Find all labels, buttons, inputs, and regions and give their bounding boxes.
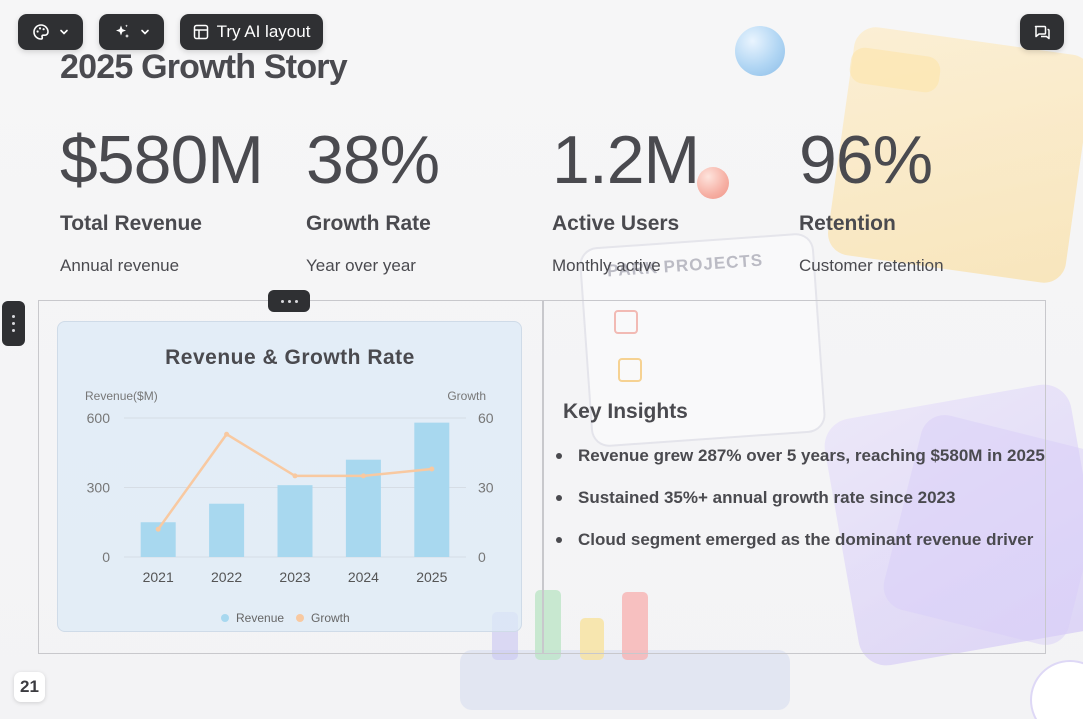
x-tick-label: 2025 <box>416 569 447 585</box>
palette-icon <box>32 24 49 40</box>
list-item: Sustained 35%+ annual growth rate since … <box>555 486 1045 528</box>
stat-subtitle: Year over year <box>306 256 416 275</box>
theme-button[interactable] <box>18 14 83 50</box>
y-tick-label: 0 <box>102 549 110 565</box>
dot-icon <box>12 329 15 332</box>
stat-label: Total Revenue <box>60 212 202 235</box>
legend-label: Revenue <box>236 611 284 625</box>
tray-illustration <box>460 650 790 710</box>
dot-icon <box>287 299 291 303</box>
list-item: Cloud segment emerged as the dominant re… <box>555 528 1045 570</box>
stat-value: 38% <box>306 122 440 198</box>
dot-icon <box>280 299 284 303</box>
stat-subtitle: Customer retention <box>799 256 944 275</box>
growth-point <box>429 466 435 472</box>
x-tick-label: 2023 <box>279 569 310 585</box>
stat-label: Growth Rate <box>306 212 431 235</box>
try-ai-layout-label: Try AI layout <box>216 22 311 41</box>
layout-divider[interactable] <box>542 300 544 654</box>
growth-point <box>360 473 366 479</box>
dot-icon <box>12 322 15 325</box>
stat-total-revenue[interactable]: $580M Total Revenue Annual revenue <box>60 120 300 276</box>
revenue-growth-chart: Revenue & Growth Rate Revenue($M) Growth… <box>85 346 494 625</box>
drag-handle-vertical[interactable] <box>2 301 25 346</box>
slide-title[interactable]: 2025 Growth Story <box>60 48 348 86</box>
dot-icon <box>294 299 298 303</box>
y-axis-label: Revenue($M) <box>85 389 158 403</box>
y2-tick-label: 60 <box>478 410 494 426</box>
chevron-down-icon <box>59 29 68 35</box>
list-item: Revenue grew 287% over 5 years, reaching… <box>555 444 1045 486</box>
y-tick-label: 300 <box>87 480 111 496</box>
revenue-bar <box>209 503 245 557</box>
page-number[interactable]: 21 <box>14 672 45 702</box>
growth-point <box>224 431 230 437</box>
revenue-bar <box>277 485 313 557</box>
legend-label: Growth <box>311 611 350 625</box>
stat-label: Retention <box>799 212 896 235</box>
x-tick-label: 2024 <box>348 569 379 585</box>
chevron-down-icon <box>140 29 149 35</box>
stat-subtitle: Monthly active <box>552 256 661 275</box>
stat-retention[interactable]: 96% Retention Customer retention <box>799 120 1039 276</box>
stat-active-users[interactable]: 1.2M Active Users Monthly active <box>552 120 792 276</box>
chart-card[interactable]: Revenue & Growth Rate Revenue($M) Growth… <box>57 321 522 632</box>
stat-value: 96% <box>799 122 933 198</box>
orb-illustration <box>1030 660 1083 719</box>
y2-tick-label: 0 <box>478 549 486 565</box>
comments-button[interactable] <box>1020 14 1064 50</box>
x-tick-label: 2022 <box>211 569 242 585</box>
growth-point <box>155 526 161 532</box>
ai-menu-button[interactable] <box>99 14 164 50</box>
drag-handle-horizontal[interactable] <box>268 290 310 312</box>
insights-title[interactable]: Key Insights <box>563 400 688 423</box>
revenue-bar <box>414 422 450 557</box>
dot-icon <box>12 315 15 318</box>
stat-label: Active Users <box>552 212 680 235</box>
try-ai-layout-button[interactable]: Try AI layout <box>180 14 323 50</box>
sparkles-icon <box>115 24 129 38</box>
insights-list[interactable]: Revenue grew 287% over 5 years, reaching… <box>555 444 1045 570</box>
comments-icon <box>1034 25 1050 40</box>
chart-title: Revenue & Growth Rate <box>165 346 415 369</box>
y2-axis-label: Growth <box>447 389 486 403</box>
blue-sphere-illustration <box>735 26 785 76</box>
legend-swatch <box>296 614 304 622</box>
stat-value: $580M <box>60 122 264 198</box>
y2-tick-label: 30 <box>478 480 494 496</box>
stat-subtitle: Annual revenue <box>60 256 180 275</box>
growth-point <box>292 473 298 479</box>
legend-swatch <box>221 614 229 622</box>
x-tick-label: 2021 <box>143 569 174 585</box>
layout-icon <box>193 24 208 40</box>
stat-growth-rate[interactable]: 38% Growth Rate Year over year <box>306 120 546 276</box>
folder-tab-illustration <box>847 45 943 95</box>
y-tick-label: 600 <box>87 410 111 426</box>
stat-value: 1.2M <box>552 122 700 198</box>
